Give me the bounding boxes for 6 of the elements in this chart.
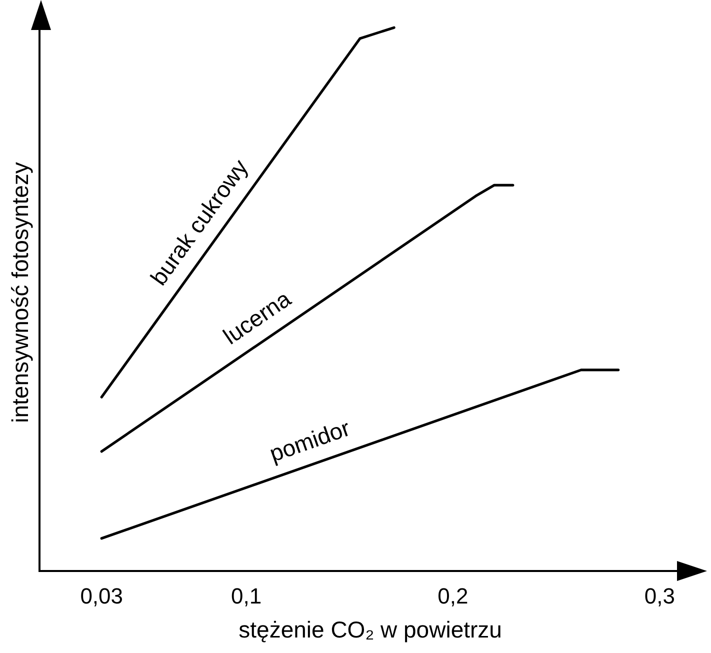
x-tick-label: 0,1 bbox=[230, 583, 262, 608]
x-tick-label: 0,2 bbox=[438, 583, 468, 608]
x-axis-title: stężenie CO₂ w powietrzu bbox=[238, 616, 502, 643]
y-axis-title: intensywność fotosyntezy bbox=[7, 162, 34, 423]
x-tick-label: 0,3 bbox=[644, 583, 675, 608]
x-tick-label: 0,03 bbox=[80, 583, 124, 608]
